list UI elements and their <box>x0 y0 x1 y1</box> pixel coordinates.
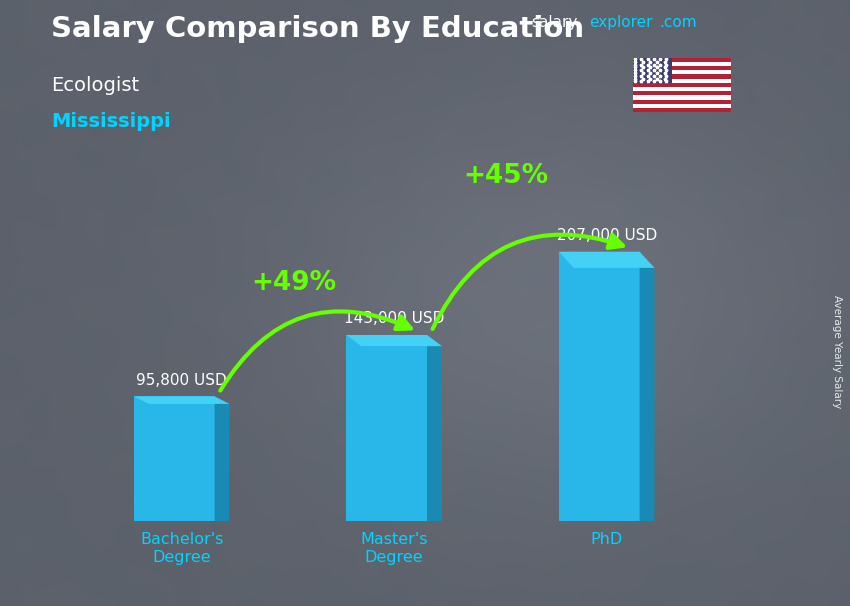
Bar <box>633 91 731 95</box>
Bar <box>633 99 731 104</box>
Bar <box>633 62 731 66</box>
Text: salary: salary <box>531 15 578 30</box>
Polygon shape <box>639 251 655 521</box>
Bar <box>133 396 214 521</box>
Text: Mississippi: Mississippi <box>51 112 171 131</box>
Polygon shape <box>559 251 654 268</box>
Text: Salary Comparison By Education: Salary Comparison By Education <box>51 15 584 43</box>
Text: 143,000 USD: 143,000 USD <box>344 311 445 326</box>
Text: .com: .com <box>660 15 697 30</box>
Polygon shape <box>214 396 230 521</box>
Bar <box>633 70 731 75</box>
Text: 95,800 USD: 95,800 USD <box>136 373 227 388</box>
Bar <box>559 251 639 521</box>
Text: 207,000 USD: 207,000 USD <box>557 228 657 243</box>
Bar <box>633 108 731 112</box>
Bar <box>633 104 731 108</box>
Bar <box>633 79 731 83</box>
Bar <box>633 58 731 62</box>
Bar <box>633 75 731 79</box>
Polygon shape <box>427 335 442 521</box>
Text: Average Yearly Salary: Average Yearly Salary <box>832 295 842 408</box>
Bar <box>347 335 427 521</box>
Text: +49%: +49% <box>252 270 337 296</box>
Text: +45%: +45% <box>464 163 549 189</box>
Bar <box>633 87 731 91</box>
Polygon shape <box>347 335 442 346</box>
Text: explorer: explorer <box>589 15 653 30</box>
Polygon shape <box>133 396 230 404</box>
Bar <box>633 83 731 87</box>
Text: Ecologist: Ecologist <box>51 76 139 95</box>
Bar <box>633 66 731 70</box>
Bar <box>633 95 731 99</box>
Bar <box>633 58 672 83</box>
